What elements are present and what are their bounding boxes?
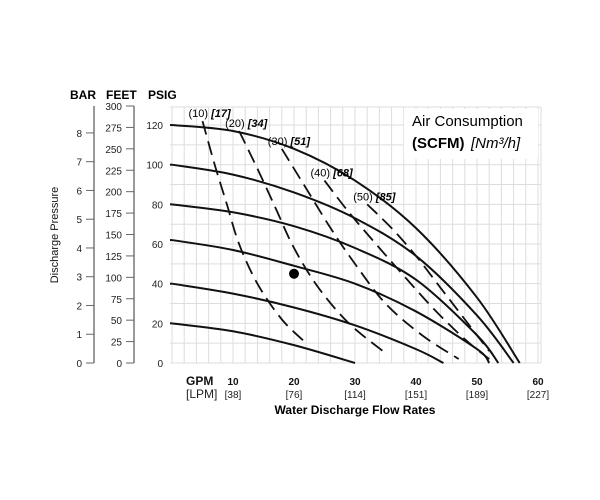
feet-tick-label: 300	[105, 102, 122, 113]
psig-axis-header: PSIG	[148, 88, 177, 102]
operating-point	[289, 268, 299, 279]
y-axis-label: Discharge Pressure	[49, 187, 61, 284]
air-consumption-label: (50) [85]	[353, 191, 396, 203]
x-tick-lpm: [189]	[466, 390, 488, 401]
x-tick-lpm: [151]	[405, 390, 427, 401]
x-tick-gpm: 60	[532, 377, 544, 388]
bar-tick-label: 6	[76, 186, 82, 197]
psig-axis-ticks: 0 20 40 60 80 100 120	[146, 121, 163, 370]
air-consumption-curve	[201, 120, 307, 344]
pressure-curve	[171, 322, 356, 364]
bar-tick-label: 0	[76, 359, 82, 370]
feet-tick-label: 275	[105, 123, 122, 134]
feet-tick-label: 250	[105, 145, 122, 156]
air-consumption-label: (40) [68]	[311, 168, 354, 180]
psig-tick-label: 100	[146, 161, 163, 172]
air-consumption-curve	[323, 180, 490, 360]
air-consumption-curves	[201, 120, 490, 360]
bar-axis-ticks: 0 1 2 3 4 5 6 7 8	[76, 129, 94, 370]
bar-tick-label: 5	[76, 215, 82, 226]
x-tick-lpm: [76]	[286, 390, 303, 401]
bar-tick-label: 3	[76, 273, 82, 284]
feet-tick-label: 100	[105, 273, 122, 284]
pressure-curve	[171, 239, 491, 364]
feet-tick-label: 150	[105, 231, 122, 242]
feet-tick-label: 225	[105, 166, 122, 177]
legend-unit-scfm: (SCFM)	[412, 135, 465, 152]
feet-tick-label: 25	[111, 338, 123, 349]
psig-tick-label: 0	[157, 359, 163, 370]
air-consumption-label: (20) [34]	[225, 118, 268, 130]
psig-tick-label: 120	[146, 121, 163, 132]
feet-axis-ticks: 0 25 50 75 100 125 150 175 200 225 250 275 300	[105, 102, 134, 370]
air-consumption-curve	[238, 130, 387, 354]
legend: Air Consumption (SCFM) [Nm³/h]	[404, 109, 538, 159]
bar-tick-label: 4	[76, 244, 82, 255]
psig-tick-label: 60	[152, 240, 164, 251]
x-tick-gpm: 50	[471, 377, 483, 388]
bar-tick-label: 2	[76, 301, 82, 312]
psig-tick-label: 40	[152, 280, 164, 291]
x-tick-lpm: [38]	[225, 390, 242, 401]
x-axis-ticks: 10 [38] 20 [76] 30 [114] 40 [151] 50 [189] 60 [227]	[225, 377, 550, 401]
x-tick-gpm: 30	[349, 377, 361, 388]
pressure-curve	[171, 163, 515, 364]
air-consumption-curve	[366, 203, 490, 352]
psig-tick-label: 20	[152, 319, 164, 330]
feet-tick-label: 75	[111, 295, 123, 306]
feet-tick-label: 50	[111, 316, 123, 327]
feet-tick-label: 0	[116, 359, 122, 370]
feet-tick-label: 200	[105, 188, 122, 199]
feet-tick-label: 175	[105, 209, 122, 220]
psig-tick-label: 80	[152, 200, 164, 211]
x-tick-gpm: 40	[410, 377, 422, 388]
bar-axis-header: BAR	[70, 88, 96, 102]
x-tick-gpm: 20	[288, 377, 300, 388]
feet-tick-label: 125	[105, 252, 122, 263]
pressure-curve	[171, 124, 521, 364]
pressure-curve	[171, 282, 444, 364]
x-tick-lpm: [114]	[344, 390, 366, 401]
x-tick-lpm: [227]	[527, 390, 549, 401]
bar-tick-label: 1	[76, 330, 82, 341]
bar-tick-label: 7	[76, 158, 82, 169]
air-consumption-labels: (10) [17](20) [34](30) [51] (40) [68] (50)…	[189, 108, 396, 203]
legend-title: Air Consumption	[412, 113, 523, 130]
feet-axis-header: FEET	[106, 88, 137, 102]
air-consumption-label: (30) [51]	[268, 136, 311, 148]
x-axis-label: Water Discharge Flow Rates	[275, 403, 436, 417]
legend-background	[404, 109, 538, 159]
legend-unit-nm3h: [Nm³/h]	[470, 135, 521, 152]
x-tick-gpm: 10	[227, 377, 239, 388]
air-consumption-label: (10) [17]	[189, 108, 232, 120]
x-unit-lpm: [LPM]	[186, 387, 217, 401]
bar-tick-label: 8	[76, 129, 82, 140]
air-consumption-curve	[281, 148, 460, 360]
x-unit-gpm: GPM	[186, 374, 213, 388]
